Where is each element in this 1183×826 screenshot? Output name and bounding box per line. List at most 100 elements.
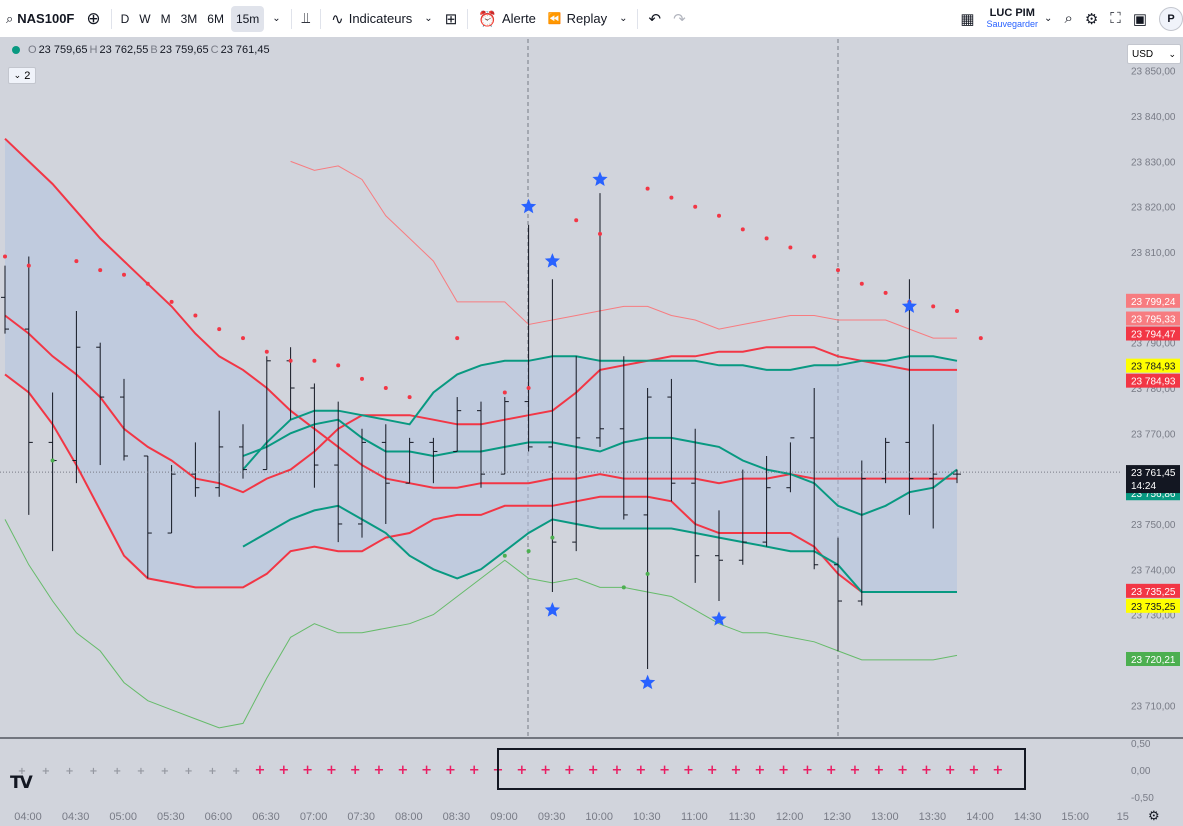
indicator-collapse-button[interactable]: ⌄ 2 <box>8 67 36 84</box>
ohlc-bar <box>524 224 533 452</box>
ohlc-bar <box>1 265 9 334</box>
layouts-button[interactable]: ⊞ <box>439 0 464 38</box>
layout-grid-button[interactable]: ▦ <box>954 0 980 38</box>
alarm-clock-icon: ⏰ <box>478 10 497 28</box>
avatar[interactable]: P <box>1159 6 1183 31</box>
sar-dot-red <box>122 272 126 277</box>
indicator-plus-mark: + <box>278 763 289 778</box>
ohlc-bar <box>453 397 462 452</box>
collapse-count: 2 <box>24 69 31 82</box>
fullscreen-button[interactable]: ⛶ <box>1104 0 1127 38</box>
ohlc-bar <box>715 510 723 602</box>
chevron-down-icon: ⌄ <box>13 70 22 80</box>
timeframe-dropdown[interactable]: ⌄ <box>266 0 286 38</box>
timeframe-15m[interactable]: 15m <box>230 5 265 32</box>
currency-select[interactable]: USD ⌄ <box>1127 44 1181 64</box>
replay-button[interactable]: ⏪ Replay ⌄ <box>542 0 634 38</box>
redo-icon: ↷ <box>673 10 686 28</box>
countdown-label: 14:24 <box>1131 481 1156 492</box>
upper-outer-band-line <box>290 160 957 339</box>
price-tick-label: 23 730,00 <box>1131 611 1176 622</box>
quick-search-button[interactable]: ⌕ <box>1058 0 1078 38</box>
timeframe-3m[interactable]: 3M <box>180 11 198 26</box>
close-value: 23 761,45 <box>220 44 270 56</box>
price-tag <box>1126 583 1180 598</box>
indicator-plus-mark: + <box>850 763 861 778</box>
open-value: 23 759,65 <box>38 44 88 56</box>
indicator-plus-mark: + <box>778 763 789 778</box>
ohlc-bar <box>548 279 557 592</box>
low-value: 23 759,65 <box>159 44 209 56</box>
indicator-plus-mark: + <box>89 766 97 777</box>
indicator-plus-mark: + <box>161 766 169 777</box>
sar-dot-red <box>645 186 650 191</box>
indicator-plus-mark: + <box>397 763 408 778</box>
ohlc-bar <box>429 437 438 484</box>
timeframe-6m[interactable]: 6M <box>207 11 224 26</box>
ohlc-bar <box>834 537 842 651</box>
sar-dot-red <box>264 349 269 354</box>
indicator-plus-mark: + <box>18 766 26 777</box>
indicator-plus-mark: + <box>421 763 432 778</box>
sar-dot-green <box>502 553 507 558</box>
timeframe-m[interactable]: M <box>160 11 171 26</box>
signal-star-icon <box>592 171 608 186</box>
indicator-tick-label: 0,00 <box>1131 766 1151 777</box>
time-tick-label: 08:00 <box>395 811 423 823</box>
chevron-down-icon: ⌄ <box>1044 13 1053 24</box>
search-icon: ⌕ <box>6 10 14 26</box>
ohlc-bar <box>239 424 247 479</box>
ohlc-bar <box>24 256 33 515</box>
time-tick-label: 13:30 <box>919 811 947 823</box>
price-tick-label: 23 750,00 <box>1131 520 1176 531</box>
symbol-search[interactable]: ⌕ NAS100F <box>0 0 80 38</box>
price-tag <box>1126 326 1180 341</box>
gear-icon: ⚙ <box>1084 10 1099 28</box>
layout-save-menu[interactable]: LUC PIM Sauvegarder <box>986 6 1039 30</box>
layout-dropdown[interactable]: ⌄ <box>1038 0 1058 38</box>
timeframe-d[interactable]: D <box>120 11 130 26</box>
ohlc-bar <box>500 397 509 475</box>
signal-star-icon <box>901 298 917 313</box>
sar-dot-red <box>740 227 745 232</box>
gear-icon[interactable]: ⚙ <box>1148 808 1160 823</box>
open-label: O <box>28 44 37 56</box>
chart-type-button[interactable]: ⫫ <box>296 0 316 38</box>
profile-name: LUC PIM <box>989 6 1035 19</box>
ohlc-bar <box>738 469 747 565</box>
indicator-plus-mark: + <box>564 763 575 778</box>
time-tick-label: 06:30 <box>252 811 280 823</box>
sar-dot-red <box>3 254 7 259</box>
top-toolbar: ⌕ NAS100F ⊕ D W M 3M 6M 15m ⌄ ⫫ ∿ Indicateurs… <box>0 0 1183 38</box>
indicator-plus-mark: + <box>326 763 337 778</box>
alert-button[interactable]: ⏰ Alerte <box>472 0 542 38</box>
undo-button[interactable]: ↶ <box>642 0 667 38</box>
price-tick-label: 23 820,00 <box>1131 203 1176 214</box>
sar-dot-red <box>788 245 793 250</box>
indicators-button[interactable]: ∿ Indicateurs ⌄ <box>325 0 439 38</box>
ohlc-bar <box>572 356 581 552</box>
indicator-plus-mark: + <box>113 766 121 777</box>
compare-symbol-button[interactable]: ⊕ <box>80 0 106 38</box>
ohlc-bar <box>262 356 271 471</box>
sar-dot-red <box>955 308 959 313</box>
sar-dot-red <box>455 336 460 341</box>
sar-dot-red <box>169 299 174 304</box>
price-tick-label: 23 780,00 <box>1131 384 1176 395</box>
save-label: Sauvegarder <box>986 18 1039 29</box>
settings-button[interactable]: ⚙ <box>1079 0 1104 38</box>
indicator-tick-label: 0,50 <box>1131 739 1151 750</box>
time-tick-label: 05:30 <box>157 811 185 823</box>
indicator-plus-mark: + <box>588 763 599 778</box>
timeframe-w[interactable]: W <box>139 11 151 26</box>
redo-button[interactable]: ↷ <box>667 0 692 38</box>
price-tick-label: 23 710,00 <box>1131 701 1176 712</box>
time-tick-label: 11:30 <box>729 811 756 823</box>
lower-red-band-line <box>4 373 957 593</box>
sar-dot-red <box>669 195 674 200</box>
signal-star-icon <box>521 198 537 214</box>
snapshot-button[interactable]: ▣ <box>1127 0 1153 38</box>
sar-dot-green <box>526 549 531 554</box>
price-tag <box>1126 293 1180 308</box>
